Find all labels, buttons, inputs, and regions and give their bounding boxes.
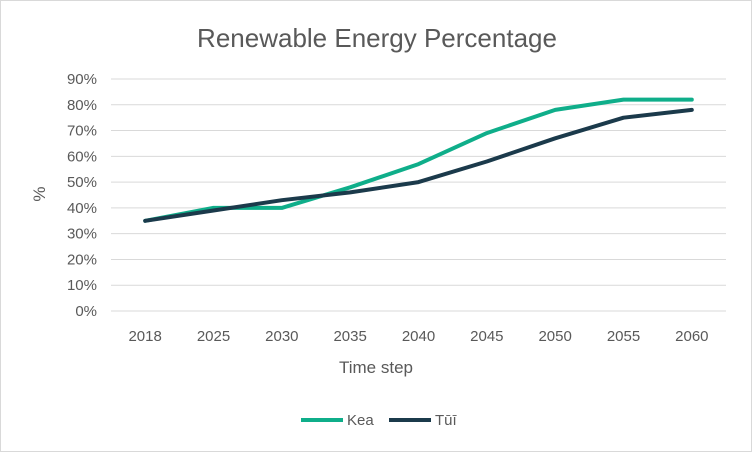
y-tick-label: 40% [67,200,97,217]
legend-label-0: Kea [347,412,374,429]
x-tick-label: 2060 [675,328,708,345]
legend: Kea Tūī [301,412,458,429]
y-tick-label: 30% [67,226,97,243]
gridlines [111,78,726,312]
x-axis-ticks: 2018 2025 2030 2035 2040 2045 2050 2055 2060 [128,328,708,345]
legend-label-1: Tūī [435,412,458,429]
x-tick-label: 2025 [197,328,230,345]
x-tick-label: 2040 [402,328,435,345]
y-tick-label: 90% [67,71,97,88]
x-tick-label: 2018 [128,328,161,345]
series-line-1 [143,107,694,223]
y-axis-ticks: 0% 10% 20% 30% 40% 50% 60% 70% 80% 90% [67,71,97,320]
series-lines [143,97,694,223]
series-line-0 [143,97,694,223]
x-tick-label: 2035 [333,328,366,345]
y-axis-label: % [30,186,49,201]
x-tick-label: 2055 [607,328,640,345]
chart-title: Renewable Energy Percentage [197,23,557,53]
y-tick-label: 80% [67,97,97,114]
x-tick-label: 2045 [470,328,503,345]
x-axis-label: Time step [339,358,413,377]
y-tick-label: 70% [67,123,97,140]
y-tick-label: 60% [67,148,97,165]
y-tick-label: 10% [67,277,97,294]
y-tick-label: 50% [67,174,97,191]
x-tick-label: 2030 [265,328,298,345]
x-tick-label: 2050 [538,328,571,345]
y-tick-label: 20% [67,251,97,268]
y-tick-label: 0% [75,303,97,320]
